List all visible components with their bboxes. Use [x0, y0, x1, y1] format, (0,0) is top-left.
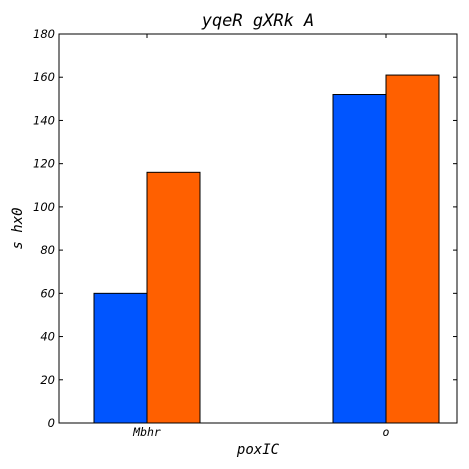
y-tick-label: 40	[40, 330, 55, 344]
y-tick-label: 20	[40, 373, 55, 387]
x-axis-label: poxIC	[236, 442, 280, 458]
y-tick-label: 120	[33, 157, 55, 171]
y-axis-label: s hx0	[10, 207, 26, 249]
plot-frame	[58, 33, 458, 424]
y-tick-label: 100	[33, 200, 55, 214]
bar-o-series-2	[385, 74, 440, 424]
x-tick-label: o	[383, 425, 390, 439]
ticks-layer: Mbhr o 0 20 40 60 80 100 120 140 160 180	[33, 27, 457, 439]
y-tick-label: 180	[33, 27, 55, 41]
bar-o-series-1	[332, 94, 387, 424]
y-tick-label: 0	[48, 416, 55, 430]
bar-mbhr-series-1	[93, 292, 148, 424]
y-tick-label: 160	[33, 70, 55, 84]
bars-layer	[93, 74, 440, 424]
y-tick-label: 140	[33, 113, 55, 127]
x-tick-label: Mbhr	[132, 425, 161, 439]
y-tick-label: 80	[40, 243, 55, 257]
chart-title: yqeR gXRk A	[201, 11, 315, 31]
y-tick-label: 60	[40, 286, 55, 300]
bar-mbhr-series-2	[146, 171, 201, 424]
